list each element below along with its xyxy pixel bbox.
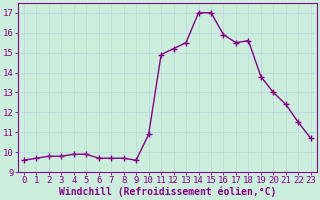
X-axis label: Windchill (Refroidissement éolien,°C): Windchill (Refroidissement éolien,°C) xyxy=(59,187,276,197)
